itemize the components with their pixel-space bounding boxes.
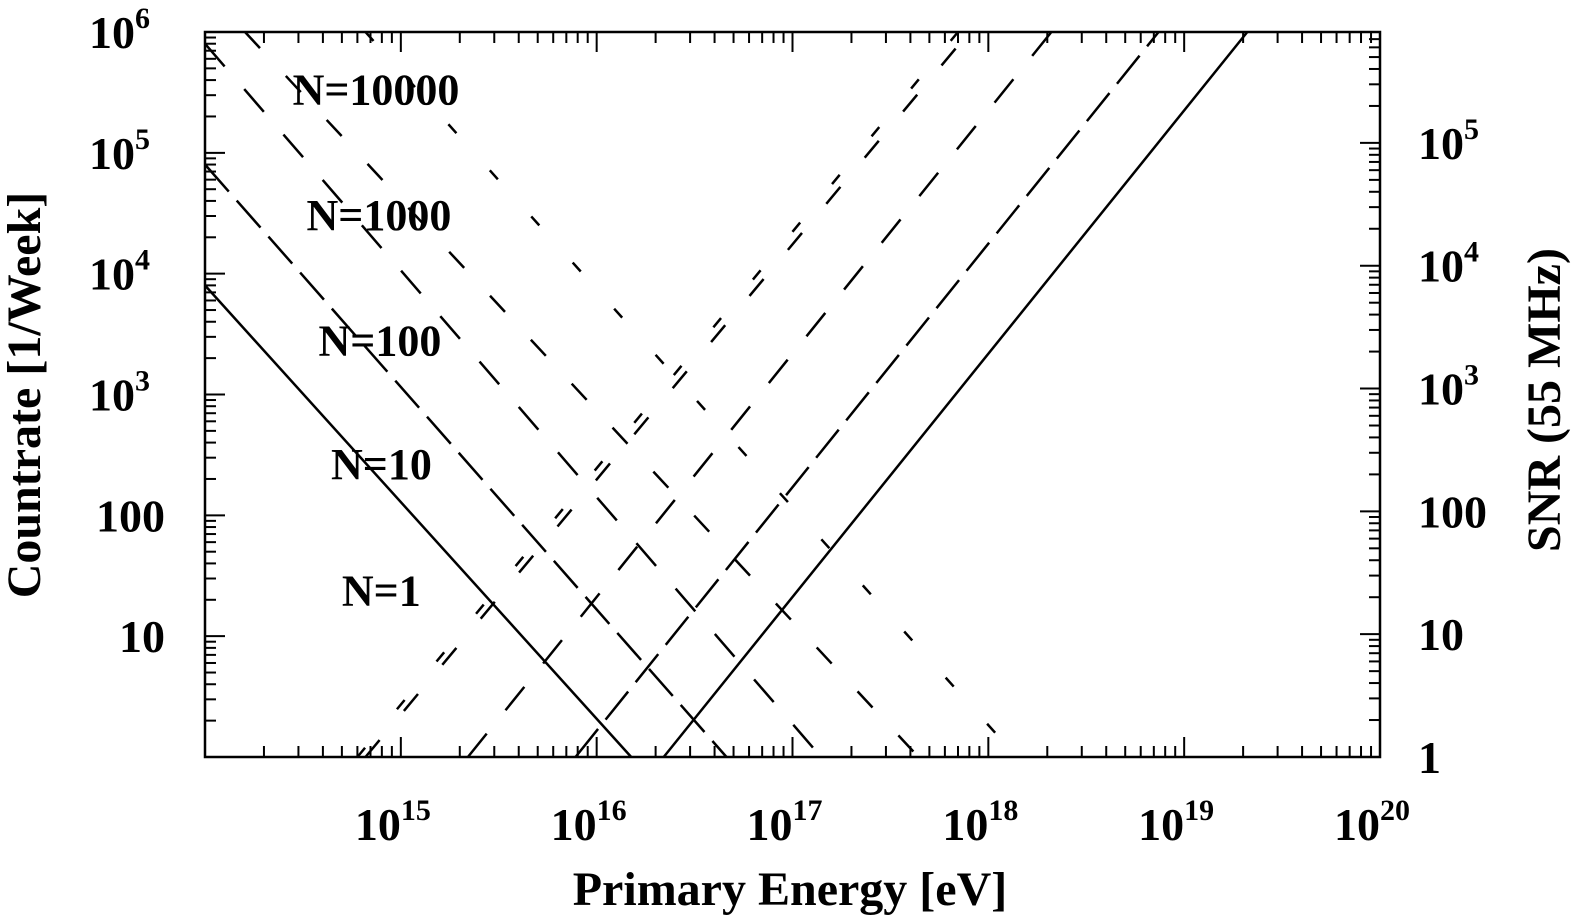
- x-tick-label: 1015: [355, 794, 431, 850]
- y-right-tick-label: 104: [1418, 236, 1479, 292]
- series-line-right-solid: [662, 31, 1249, 758]
- annotation-label: N=100: [319, 317, 442, 366]
- series-lines: [204, 31, 1249, 758]
- annotation-label: N=1000: [307, 191, 452, 240]
- y-right-tick-label: 10: [1418, 609, 1464, 660]
- x-tick-label: 1020: [1334, 794, 1410, 850]
- series-line-right-long: [574, 31, 1160, 758]
- series-line-left-medium: [204, 42, 823, 758]
- x-tick-label: 1017: [747, 794, 823, 850]
- y-right-tick-label: 105: [1418, 113, 1479, 169]
- tick-marks: [204, 31, 1381, 758]
- series-line-left-long: [204, 163, 728, 758]
- y-left-tick-label: 10: [119, 611, 165, 662]
- annotation-label: N=10: [331, 440, 432, 489]
- series-line-left-solid: [204, 284, 633, 758]
- y-right-tick-label: 1: [1418, 732, 1441, 783]
- x-tick-label: 1019: [1138, 794, 1214, 850]
- tick-labels: 1015 1016 1017 1018 1019 1020 10 100 103 104 105 10…: [89, 2, 1487, 850]
- annotation-label: N=1: [342, 566, 421, 615]
- series-line-left-dotted: [364, 31, 1018, 758]
- y-axis-left-title: Countrate [1/Week]: [0, 192, 51, 599]
- annotations: N=10000 N=1000 N=100 N=10 N=1: [293, 66, 460, 616]
- series-line-right-medium: [466, 31, 1053, 758]
- y-right-tick-label: 100: [1418, 486, 1487, 537]
- y-axis-right-title: SNR (55 MHz): [1518, 248, 1571, 552]
- annotation-label: N=10000: [293, 66, 460, 115]
- y-left-tick-label: 106: [89, 2, 150, 58]
- y-left-tick-label: 103: [89, 365, 150, 421]
- x-tick-label: 1016: [551, 794, 627, 850]
- y-left-tick-label: 105: [89, 123, 150, 179]
- x-axis-title: Primary Energy [eV]: [573, 863, 1008, 916]
- x-tick-label: 1018: [942, 794, 1018, 850]
- y-left-tick-label: 104: [89, 244, 150, 300]
- y-left-tick-label: 100: [96, 490, 165, 541]
- series-line-left-short: [244, 31, 920, 758]
- series-line-right-short: [364, 31, 971, 758]
- plot-frame: [203, 30, 1382, 759]
- y-right-tick-label: 103: [1418, 359, 1479, 415]
